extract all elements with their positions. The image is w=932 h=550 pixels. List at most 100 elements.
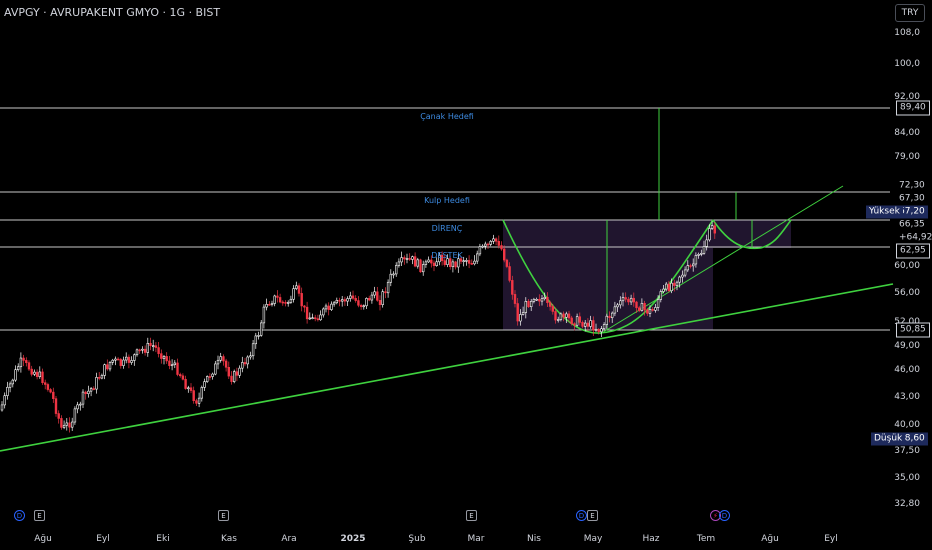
candle-body [295,285,298,289]
candle-body [616,304,619,308]
candle-body [259,322,263,336]
candle-body [551,306,555,312]
candle-body [362,305,365,308]
candle-body [25,360,28,363]
candle-body [311,317,314,319]
candle-body [92,388,96,390]
candle-body [646,309,649,314]
candle-body [438,255,441,263]
candle-body [152,345,155,347]
price-tick: 84,00 [894,128,920,138]
candle-body [475,253,479,262]
candle-body [300,293,303,307]
candle-body [303,305,306,308]
price-tick: 43,00 [894,392,920,402]
dividend-event-icon[interactable]: D [576,510,587,521]
candle-body [481,245,484,248]
candle-body [173,362,176,366]
candle-body [670,282,673,292]
candle-body [11,379,14,385]
support-label: DESTEK [431,251,463,260]
time-label: Nis [527,534,541,544]
candle-body [135,349,139,356]
candle-body [181,375,185,380]
candle-body [465,260,468,262]
candle-body [49,389,52,393]
candle-body [605,315,609,325]
candle-body [203,381,206,388]
candle-body [691,263,695,267]
cup-curve[interactable] [502,219,714,334]
candle-body [57,413,60,419]
candle-body [524,301,528,313]
earnings-event-icon[interactable]: E [218,510,229,521]
candle-body [3,395,6,406]
price-tick: 60,00 [894,261,920,271]
candle-body [281,301,284,304]
candle-body [683,269,687,276]
candle-body [284,302,287,304]
candle-body [659,291,663,300]
currency-button[interactable]: TRY [895,4,925,22]
candle-body [521,312,525,315]
dividend-event-icon[interactable]: D [719,510,730,521]
candle-body [540,298,544,302]
candle-body [373,291,376,296]
candle-body [446,258,449,265]
earnings-event-icon[interactable]: E [587,510,598,521]
earnings-event-icon[interactable]: E [34,510,45,521]
candle-body [529,301,533,308]
candle-body [632,297,636,303]
handle-curve[interactable] [712,219,792,250]
breakout-trendline[interactable] [599,185,844,335]
candle-body [335,299,338,304]
candle-body [251,343,255,357]
price-tick: 49,00 [894,341,920,351]
candle-body [6,386,9,396]
earnings-event-icon[interactable]: E [466,510,477,521]
dividend-event-icon[interactable]: D [14,510,25,521]
candle-body [308,317,311,320]
long-trendline[interactable] [0,283,894,452]
symbol-title[interactable]: AVPGY · AVRUPAKENT GMYO · 1G · BIST [4,6,221,19]
candle-body [610,312,614,318]
candle-body [578,316,582,323]
candle-body [162,356,166,359]
price-tick: 46,00 [894,365,920,375]
price-label: 89,40 [896,100,930,116]
candle-body [700,253,703,255]
candle-body [430,259,433,264]
candle-body [346,298,349,302]
time-label: Haz [642,534,660,544]
candle-body [95,377,98,390]
candle-body [216,359,220,365]
candle-body [241,362,244,369]
candle-body [640,303,644,311]
candle-body [532,299,536,302]
price-label: 67,20 [896,205,928,219]
candle-body [62,424,66,428]
candle-body [316,318,320,321]
candle-body [38,371,42,377]
price-label: 62,95 [896,243,930,259]
candle-body [694,255,698,265]
candle-body [27,362,31,370]
candle-body [565,313,568,318]
candle-body [319,314,322,321]
candle-body [681,274,684,278]
candle-body [600,328,603,333]
candle-body [330,303,333,310]
candle-body [567,313,571,319]
time-label: May [583,534,603,544]
candle-body [268,303,271,306]
candle-body [289,298,293,303]
candle-body [233,371,236,382]
candle-body [192,390,195,402]
price-tick: 52,00 [894,317,920,327]
candle-body [689,265,692,267]
candle-body [413,256,417,267]
candle-body [19,357,23,368]
candle-body [635,301,638,309]
candle-body [254,335,257,345]
